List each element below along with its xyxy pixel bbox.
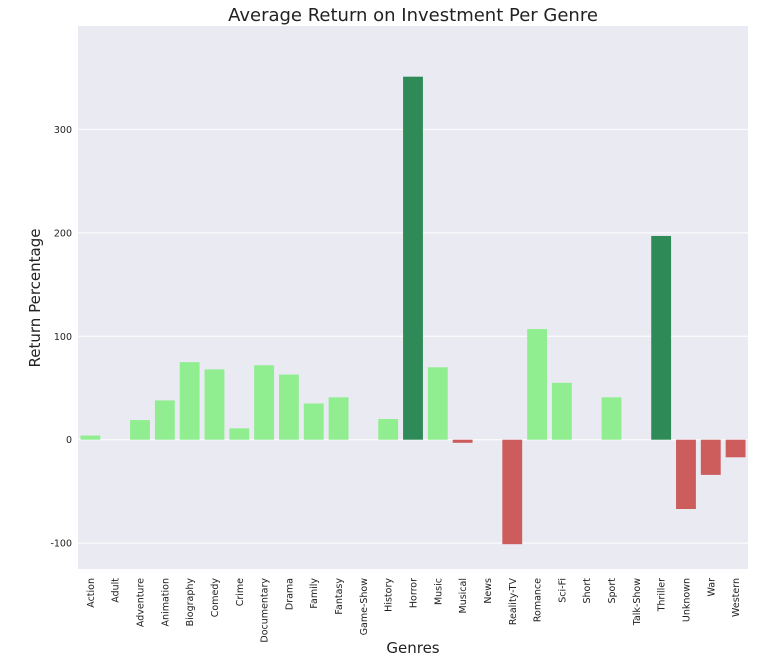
x-tick-label: Fantasy	[334, 578, 345, 615]
x-tick-label: Game-Show	[359, 578, 370, 636]
bar-comedy	[204, 369, 225, 440]
bar-adventure	[130, 420, 150, 440]
bar-animation	[154, 400, 175, 440]
x-tick-label: Sci-Fi	[557, 578, 568, 603]
x-axis-label: Genres	[386, 639, 439, 657]
bar-family	[303, 403, 324, 440]
x-tick-label: Reality-TV	[508, 578, 519, 626]
x-tick-label: Family	[309, 578, 320, 609]
x-tick-label: Drama	[284, 578, 295, 610]
bars	[80, 76, 746, 545]
y-tick-label: -100	[50, 539, 72, 550]
x-tick-label: Romance	[533, 578, 544, 622]
x-tick-label: News	[483, 578, 494, 604]
bar-romance	[527, 329, 547, 440]
bar-war	[700, 439, 721, 475]
y-tick-label: 200	[54, 228, 72, 239]
x-tick-label: Western	[731, 578, 742, 617]
bar-musical	[452, 439, 473, 443]
y-tick-label: 100	[54, 332, 72, 343]
x-tick-label: Biography	[185, 578, 196, 627]
bar-drama	[279, 374, 299, 440]
bar-horror	[403, 76, 423, 440]
x-tick-label: Talk-Show	[632, 578, 643, 626]
x-tick-label: Documentary	[260, 578, 271, 643]
bar-reality-tv	[502, 439, 523, 545]
x-tick-labels: Action Adult Adventure Animation Biography Co…	[86, 578, 742, 643]
x-tick-label: Animation	[160, 578, 171, 626]
x-tick-label: Action	[86, 578, 97, 608]
x-tick-label: Short	[582, 578, 593, 604]
x-tick-label: Unknown	[681, 578, 692, 622]
x-tick-label: Music	[433, 578, 444, 605]
y-tick-label: 0	[66, 435, 72, 446]
bar-sci-fi	[551, 382, 572, 440]
bar-western	[725, 439, 746, 458]
y-tick-label: 300	[54, 125, 72, 136]
bar-action	[80, 435, 101, 440]
x-tick-label: Adventure	[136, 578, 147, 627]
bar-documentary	[254, 365, 275, 440]
bar-unknown	[676, 439, 696, 510]
x-tick-label: Musical	[458, 578, 469, 614]
x-tick-label: Sport	[607, 578, 618, 604]
bar-fantasy	[328, 397, 349, 440]
bar-sport	[601, 397, 622, 440]
bar-history	[378, 419, 399, 440]
x-tick-label: Comedy	[210, 578, 221, 618]
bar-music	[427, 367, 448, 440]
x-tick-label: Thriller	[657, 578, 668, 612]
x-tick-label: Crime	[235, 578, 246, 606]
chart-title: Average Return on Investment Per Genre	[228, 5, 598, 26]
y-tick-labels: -100 0 100 200 300	[50, 125, 72, 550]
x-tick-label: War	[706, 578, 717, 597]
x-tick-label: Horror	[409, 578, 420, 608]
bar-biography	[179, 362, 200, 440]
x-tick-label: History	[384, 578, 395, 612]
y-axis-label: Return Percentage	[26, 229, 44, 368]
bar-crime	[229, 428, 250, 440]
bar-thriller	[651, 235, 672, 440]
x-tick-label: Adult	[111, 578, 122, 603]
